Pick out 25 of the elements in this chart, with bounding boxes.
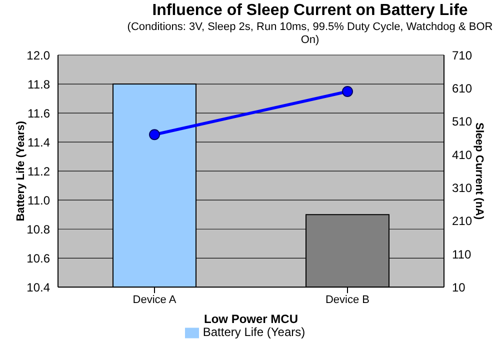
x-tick-label: Device B	[325, 294, 370, 306]
y2-tick-label: 10	[452, 280, 466, 294]
y-tick-label: 11.8	[28, 77, 50, 92]
y-tick-label: 11.6	[28, 106, 50, 120]
y-axis-title: Battery Life (Years)	[14, 120, 27, 222]
y-tick-label: 10.4	[26, 280, 50, 294]
y2-tick-label: 310	[452, 180, 472, 195]
y2-tick-label: 610	[452, 81, 472, 96]
y2-axis-title: Sleep Current (nA)	[473, 122, 486, 220]
chart-title: Influence of Sleep Current on Battery Life	[151, 2, 469, 20]
y-tick-label: 11.2	[28, 164, 50, 178]
y-tick-label: 10.8	[26, 222, 50, 236]
legend-label: Battery Life (Years)	[202, 325, 306, 340]
y-tick-label: 11.4	[28, 135, 50, 150]
y2-tick-label: 110	[452, 247, 472, 262]
y2-tick-label: 510	[452, 114, 472, 129]
x-axis-title: Low Power MCU	[204, 312, 298, 326]
y-tick-label: 10.6	[26, 251, 50, 266]
y-tick-label: 11.0	[28, 193, 50, 208]
y2-tick-label: 410	[452, 148, 472, 162]
x-tick-label: Device A	[132, 294, 177, 306]
chart-subtitle: (Conditions: 3V, Sleep 2s, Run 10ms, 99.5% Duty Cycle, Watchdog & BOR On)	[126, 21, 494, 47]
y2-tick-label: 210	[452, 214, 472, 228]
y-tick-label: 12.0	[26, 48, 50, 62]
y2-tick-label: 710	[452, 48, 472, 62]
